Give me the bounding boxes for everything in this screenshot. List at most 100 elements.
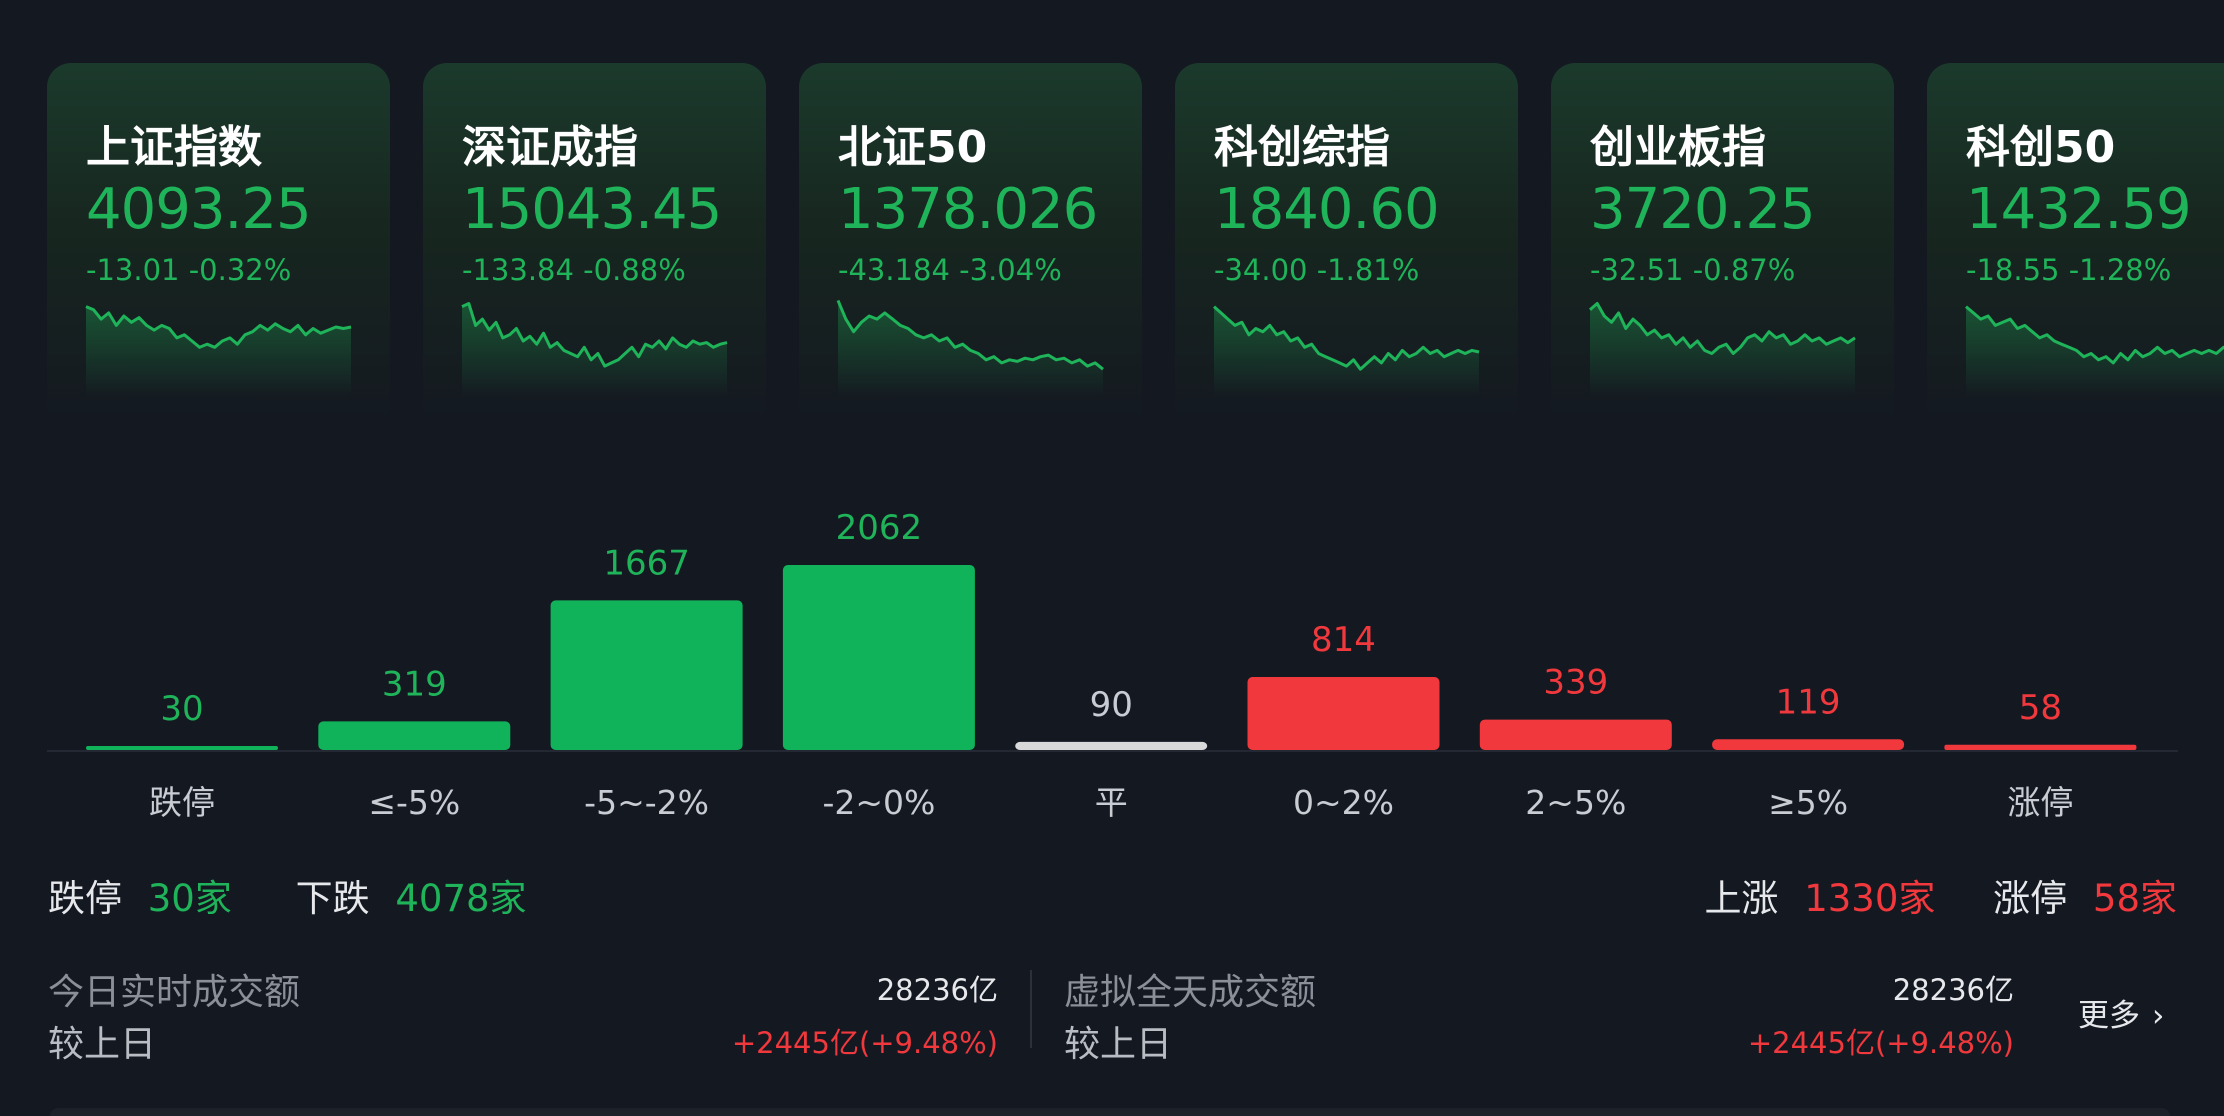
down-count: 4078家 xyxy=(395,877,527,920)
category-label: 0~2% xyxy=(1293,783,1394,822)
sparkline-line xyxy=(1212,305,1480,371)
category-label: ≥5% xyxy=(1768,783,1848,822)
index-name: 科创综指 xyxy=(1214,122,1390,173)
index-name: 科创50 xyxy=(1966,122,2116,173)
index-name: 深证成指 xyxy=(462,122,638,173)
limit-down-label: 跌停 xyxy=(48,877,122,920)
index-change-row: -34.00 -1.81% xyxy=(1214,253,1419,287)
index-card-star-composite[interactable]: 科创综指 1840.60 -34.00 -1.81% xyxy=(1175,63,1518,433)
index-change-row: -13.01 -0.32% xyxy=(86,253,291,287)
summary-up-group: 上涨 1330家 涨停 58家 xyxy=(1704,868,2177,922)
index-change-row: -43.184 -3.04% xyxy=(838,253,1062,287)
index-change-pct: -3.04% xyxy=(959,253,1062,287)
bar-value-label: 319 xyxy=(382,664,447,704)
today-turnover-label: 今日实时成交额 xyxy=(48,972,301,1013)
index-name: 北证50 xyxy=(838,122,988,173)
index-card-bse50[interactable]: 北证50 1378.026 -43.184 -3.04% xyxy=(799,63,1142,433)
index-name: 创业板指 xyxy=(1590,122,1766,173)
category-label: -2~0% xyxy=(822,783,935,822)
index-sparkline xyxy=(85,305,352,397)
category-label: -5~-2% xyxy=(584,783,709,822)
down-label: 下跌 xyxy=(295,877,370,920)
index-card-star50[interactable]: 科创50 1432.59 -18.55 -1.28% xyxy=(1927,63,2224,433)
index-sparkline xyxy=(1965,305,2224,397)
bar-value-label: 339 xyxy=(1543,663,1608,703)
index-value: 1840.60 xyxy=(1214,177,1440,242)
up-label: 上涨 xyxy=(1704,877,1779,920)
bar-value-label: 119 xyxy=(1776,682,1841,722)
sparkline-line xyxy=(1965,305,2224,365)
index-change-pct: -0.87% xyxy=(1692,253,1796,287)
index-change: -133.84 xyxy=(462,253,574,287)
category-label: 2~5% xyxy=(1525,783,1626,822)
index-card-shenzhen[interactable]: 深证成指 15043.45 -133.84 -0.88% xyxy=(423,63,766,433)
distribution-bar[interactable] xyxy=(1712,739,1905,750)
index-change: -32.51 xyxy=(1590,253,1684,287)
category-label: 涨停 xyxy=(2007,783,2073,822)
distribution-bar[interactable] xyxy=(1944,744,2137,750)
index-value: 15043.45 xyxy=(462,177,722,242)
distribution-bar[interactable] xyxy=(1015,741,1208,750)
index-sparkline xyxy=(1589,302,1856,397)
index-value: 1378.026 xyxy=(838,177,1098,242)
sparkline-line xyxy=(1589,302,1856,355)
more-button[interactable]: 更多 › xyxy=(2078,990,2164,1035)
index-card-chinext[interactable]: 创业板指 3720.25 -32.51 -0.87% xyxy=(1551,63,1894,433)
virtual-turnover-label: 虚拟全天成交额 xyxy=(1064,972,1317,1013)
index-sparkline xyxy=(1212,305,1480,397)
bar-value-label: 58 xyxy=(2019,688,2062,728)
chevron-right-icon: › xyxy=(2152,998,2165,1034)
more-label: 更多 xyxy=(2078,998,2140,1034)
index-change-pct: -0.32% xyxy=(188,253,292,287)
sparkline-area xyxy=(1590,303,1855,397)
advance-decline-distribution-chart: 30 跌停 319 ≤-5% 1667 -5~-2% 2062 -2~0% 90 平 814 0~2%… xyxy=(47,508,2178,822)
index-sparkline xyxy=(836,299,1104,397)
index-change: -34.00 xyxy=(1214,253,1308,287)
limit-up-count: 58家 xyxy=(2092,877,2177,920)
summary-down-group: 跌停 30家 下跌 4078家 xyxy=(48,868,527,922)
bar-value-label: 1667 xyxy=(603,543,690,583)
distribution-bar[interactable] xyxy=(1247,677,1440,750)
today-turnover-value: 28236亿 xyxy=(876,973,998,1007)
index-change: -43.184 xyxy=(838,253,950,287)
sparkline-area xyxy=(838,300,1103,397)
sparkline-area xyxy=(1966,306,2224,397)
bar-value-label: 2062 xyxy=(836,508,923,548)
index-change-pct: -0.88% xyxy=(583,253,686,287)
bar-value-label: 30 xyxy=(160,689,203,729)
distribution-bar[interactable] xyxy=(318,721,511,750)
index-change-row: -133.84 -0.88% xyxy=(462,253,686,287)
category-label: 平 xyxy=(1095,783,1128,822)
index-name: 上证指数 xyxy=(86,122,262,173)
distribution-bar[interactable] xyxy=(550,600,743,750)
sparkline-area xyxy=(462,303,727,397)
index-value: 1432.59 xyxy=(1966,177,2192,242)
category-label: ≤-5% xyxy=(368,783,460,822)
index-change: -13.01 xyxy=(86,253,180,287)
bar-value-label: 814 xyxy=(1311,620,1376,660)
today-compare-value: +2445亿(+9.48%) xyxy=(731,1026,998,1060)
sparkline-area xyxy=(86,306,351,397)
index-card-shanghai[interactable]: 上证指数 4093.25 -13.01 -0.32% xyxy=(47,63,390,433)
limit-up-label: 涨停 xyxy=(1993,877,2068,920)
index-change-row: -18.55 -1.28% xyxy=(1966,253,2171,287)
virtual-turnover-value: 28236亿 xyxy=(1892,973,2014,1007)
sparkline-line xyxy=(461,302,728,368)
index-change: -18.55 xyxy=(1966,253,2060,287)
bar-value-label: 90 xyxy=(1090,685,1133,725)
today-compare-label: 较上日 xyxy=(48,1024,157,1065)
index-value: 3720.25 xyxy=(1590,177,1816,242)
virtual-compare-label: 较上日 xyxy=(1064,1024,1173,1065)
index-change-pct: -1.28% xyxy=(2068,253,2172,287)
distribution-bar[interactable] xyxy=(782,565,975,750)
index-cards-strip: 上证指数 4093.25 -13.01 -0.32% 深证成指 15043.45… xyxy=(47,63,2224,433)
turnover-divider xyxy=(1030,970,1032,1048)
index-change-pct: -1.81% xyxy=(1316,253,1420,287)
next-section-edge xyxy=(50,1108,2170,1116)
distribution-bar[interactable] xyxy=(1479,719,1672,750)
sparkline-area xyxy=(1214,306,1479,397)
limit-down-count: 30家 xyxy=(147,877,232,920)
index-value: 4093.25 xyxy=(86,177,312,242)
distribution-bar[interactable] xyxy=(86,746,278,750)
sparkline-line xyxy=(85,305,352,349)
